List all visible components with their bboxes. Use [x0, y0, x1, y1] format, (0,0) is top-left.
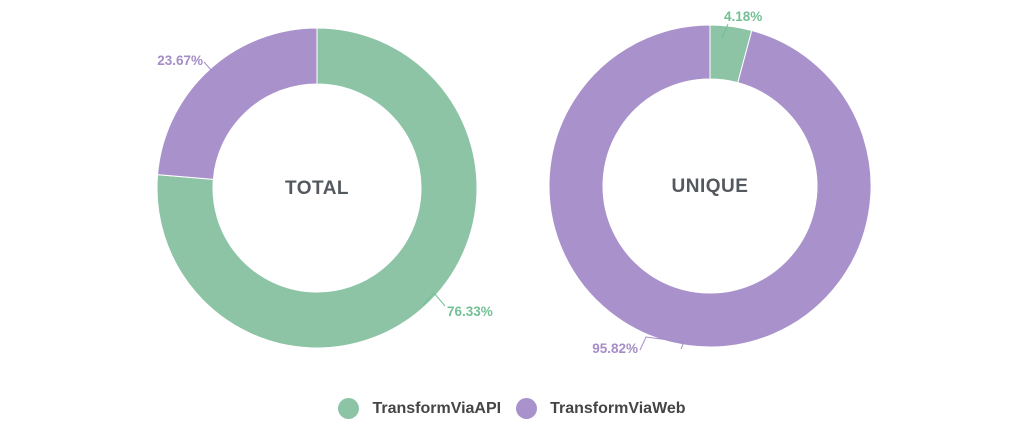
slice-value-label-total-transformviaapi: 76.33%: [447, 304, 493, 319]
slice-value-label-total-transformviaweb: 23.67%: [157, 53, 203, 68]
slice-unique-transformviaweb[interactable]: [548, 24, 872, 348]
label-connector-line: [203, 61, 213, 72]
legend-item-transformviaweb[interactable]: TransformViaWeb: [516, 398, 686, 419]
unique-chart-title: UNIQUE: [671, 176, 749, 197]
legend-label-transformviaweb: TransformViaWeb: [550, 399, 686, 417]
label-connector-line: [422, 292, 446, 307]
slice-total-transformviaweb[interactable]: [157, 27, 318, 180]
transformviaapi-swatch-icon: [338, 398, 360, 419]
slice-value-label-unique-transformviaweb: 95.82%: [592, 341, 638, 356]
slice-total-transformviaapi[interactable]: [156, 27, 478, 349]
legend-item-transformviaapi[interactable]: TransformViaAPI: [338, 398, 501, 419]
slice-value-label-unique-transformviaapi: 4.18%: [724, 9, 762, 24]
total-chart-title: TOTAL: [284, 178, 350, 199]
legend-label-transformviaapi: TransformViaAPI: [372, 399, 502, 417]
chart-legend: TransformViaAPI TransformViaWeb: [0, 398, 1024, 419]
transformviaweb-swatch-icon: [516, 398, 538, 419]
label-connector-line: [639, 336, 685, 351]
label-connector-line: [721, 23, 729, 39]
